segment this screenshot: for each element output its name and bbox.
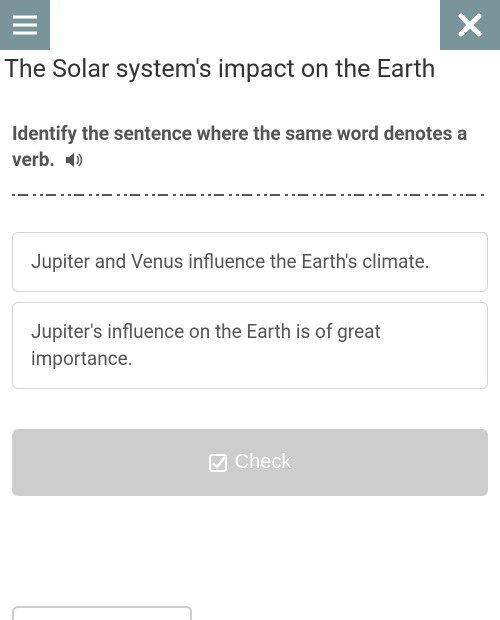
page-title: The Solar system's impact on the Earth bbox=[0, 50, 500, 103]
divider bbox=[12, 194, 488, 196]
top-bar bbox=[0, 0, 500, 50]
close-icon bbox=[457, 12, 483, 38]
menu-button[interactable] bbox=[0, 0, 50, 50]
hamburger-icon bbox=[13, 15, 37, 35]
check-button-label: Check bbox=[235, 451, 292, 474]
speaker-icon bbox=[65, 151, 85, 169]
answer-option-2[interactable]: Jupiter's influence on the Earth is of g… bbox=[12, 302, 488, 389]
checkbox-checked-icon bbox=[209, 454, 227, 472]
option-text: Jupiter's influence on the Earth is of g… bbox=[31, 319, 469, 372]
close-button[interactable] bbox=[440, 0, 500, 50]
question-row: Identify the sentence where the same wor… bbox=[12, 121, 488, 174]
partial-element bbox=[12, 606, 192, 620]
audio-button[interactable] bbox=[65, 151, 85, 173]
check-button[interactable]: Check bbox=[12, 429, 488, 496]
answer-option-1[interactable]: Jupiter and Venus influence the Earth's … bbox=[12, 232, 488, 293]
content-area: Identify the sentence where the same wor… bbox=[0, 121, 500, 497]
option-text: Jupiter and Venus influence the Earth's … bbox=[31, 249, 469, 276]
question-wrapper: Identify the sentence where the same wor… bbox=[12, 121, 488, 174]
